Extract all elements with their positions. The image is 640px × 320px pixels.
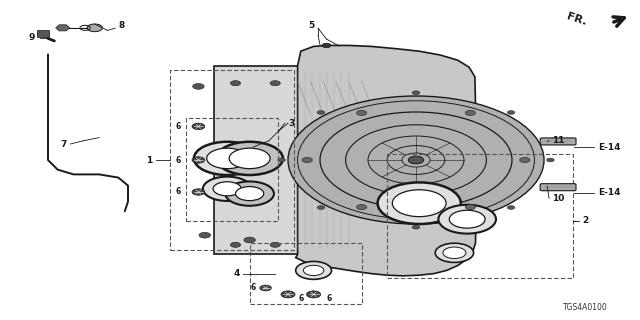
Bar (170, 70, 294, 250)
Circle shape (408, 156, 424, 164)
FancyBboxPatch shape (540, 138, 576, 145)
Circle shape (435, 243, 474, 262)
Bar (186, 118, 278, 221)
Text: 6: 6 (251, 284, 256, 292)
Text: 11: 11 (552, 136, 564, 145)
Circle shape (260, 285, 271, 291)
Circle shape (288, 96, 544, 224)
Circle shape (270, 242, 280, 247)
Bar (214, 66, 298, 254)
Circle shape (443, 247, 466, 259)
Circle shape (192, 123, 205, 130)
Text: E-14: E-14 (598, 188, 621, 197)
Circle shape (236, 187, 264, 201)
Circle shape (194, 142, 260, 175)
Circle shape (244, 237, 255, 243)
Circle shape (87, 24, 102, 32)
Text: 6: 6 (326, 294, 332, 303)
Circle shape (547, 158, 554, 162)
Circle shape (278, 158, 285, 162)
Circle shape (193, 84, 204, 89)
Circle shape (192, 189, 205, 195)
Bar (250, 243, 362, 304)
Circle shape (438, 205, 496, 234)
Circle shape (192, 157, 205, 163)
Circle shape (317, 111, 325, 115)
Circle shape (412, 91, 420, 95)
Circle shape (307, 291, 321, 298)
Text: 4: 4 (234, 269, 240, 278)
Text: 3: 3 (288, 119, 294, 128)
Circle shape (303, 265, 324, 276)
Text: 5: 5 (308, 21, 315, 30)
Circle shape (302, 157, 312, 163)
Circle shape (225, 181, 274, 206)
Text: TGS4A0100: TGS4A0100 (563, 303, 608, 312)
Circle shape (356, 204, 367, 210)
Circle shape (317, 205, 325, 209)
Text: 6: 6 (298, 294, 303, 303)
Text: 9: 9 (29, 33, 35, 42)
Circle shape (507, 205, 515, 209)
Text: 6: 6 (175, 156, 180, 164)
Text: E-14: E-14 (598, 143, 621, 152)
Circle shape (507, 111, 515, 115)
Circle shape (199, 232, 211, 238)
Circle shape (207, 148, 248, 169)
Circle shape (213, 182, 241, 196)
Text: 6: 6 (175, 122, 180, 131)
Circle shape (520, 157, 530, 163)
Bar (37, 30, 49, 37)
Text: 1: 1 (146, 156, 152, 164)
Text: 6: 6 (175, 188, 180, 196)
Circle shape (230, 81, 241, 86)
Circle shape (412, 225, 420, 229)
Text: 8: 8 (118, 21, 125, 30)
Circle shape (378, 182, 461, 224)
Circle shape (392, 190, 446, 217)
Circle shape (229, 148, 270, 169)
Circle shape (449, 210, 485, 228)
Text: 7: 7 (61, 140, 67, 148)
Bar (387, 154, 573, 278)
Circle shape (465, 110, 476, 116)
Circle shape (465, 204, 476, 210)
Circle shape (296, 261, 332, 279)
Text: 2: 2 (582, 216, 589, 225)
Circle shape (356, 110, 367, 116)
Circle shape (322, 43, 331, 48)
Circle shape (203, 177, 252, 201)
Circle shape (270, 81, 280, 86)
Text: 10: 10 (552, 194, 564, 203)
FancyBboxPatch shape (540, 184, 576, 191)
Circle shape (281, 291, 295, 298)
Circle shape (216, 142, 283, 175)
Polygon shape (296, 45, 477, 276)
Circle shape (230, 242, 241, 247)
Text: FR.: FR. (565, 11, 588, 27)
